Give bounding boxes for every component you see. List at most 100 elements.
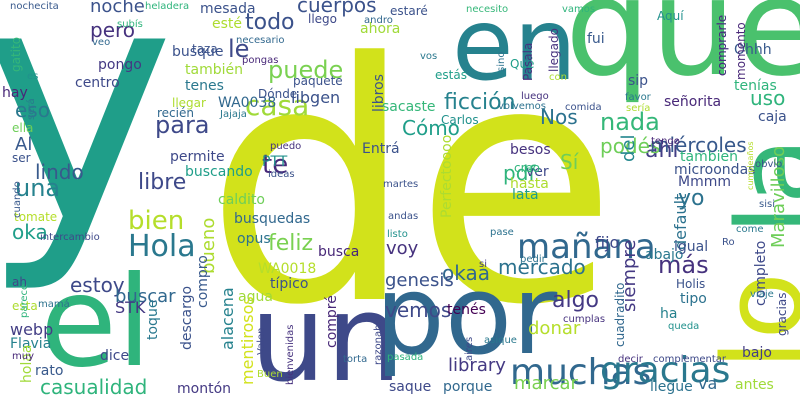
word: del [618,134,639,162]
word: come [736,224,764,235]
word: estaré [390,4,428,18]
word: de [205,0,618,377]
word: okaa [442,261,490,285]
word: WA0018 [258,261,317,277]
word: típico [270,276,309,292]
word: Ohhh [734,42,772,58]
word: intercambio [40,232,100,243]
word: Qué [510,57,535,71]
word: heladera [145,1,190,12]
word: feliz [268,231,314,256]
word: tenías [734,78,777,94]
word: aires [464,336,475,361]
word: busca [318,244,360,260]
word: pongas [242,55,279,66]
word: decir [618,354,643,365]
word: Pasala [521,42,535,81]
word: Valen [256,327,267,355]
word: casualidad [40,375,148,399]
word: también [185,62,243,78]
word: luego [521,91,549,102]
word: cumplas [563,314,606,325]
word: sisi [759,199,775,210]
word: Ro [722,237,735,248]
word: gatito [9,36,23,72]
word: Jajaja [220,109,247,120]
word: complementar [653,354,727,365]
word: ver [526,164,549,180]
word: sino [496,51,507,72]
word: tomate [14,210,58,224]
word: casa [245,89,310,122]
word: llegar [172,96,206,110]
word: pasada [387,352,424,363]
word: noche [90,0,145,17]
word: saque [389,379,432,395]
word: parece [19,283,30,318]
word: buscar [115,286,176,307]
word: le [228,35,250,63]
word: para [155,111,210,139]
word: voy [386,238,419,259]
word: Al [15,134,33,155]
word: oka [12,220,48,244]
word: STK [115,298,146,317]
word: montón [177,381,232,397]
word: gracias [600,350,731,391]
word: libre [138,170,187,195]
word: marcar [514,373,578,394]
word: descargo [179,285,195,350]
word: podés [600,134,661,158]
word: favor [625,92,651,103]
word: taza [192,42,218,56]
word: será [26,98,37,120]
word: hasta [510,176,549,192]
word: igual [674,239,709,255]
word: viaje [750,289,774,300]
word: Entrá [362,141,400,157]
word: abajo [645,247,684,263]
word: toque [145,299,161,340]
word: opus [237,231,271,247]
word: obvio [755,159,783,170]
word: más [658,251,709,279]
word: estoy [70,273,125,297]
word: un [250,270,403,400]
word: hay [2,85,28,101]
word: vamos [562,4,596,15]
word: que [565,0,800,106]
word: tenes [185,78,224,94]
word: ah [12,275,27,289]
word: martes [383,179,419,190]
word: mercado [498,255,586,279]
word: caja [758,109,787,125]
word: señorita [664,94,722,110]
word: mentirosos [238,296,257,385]
word: tipo [680,291,707,307]
word: genesis [385,270,454,291]
word: cuadradito [613,282,627,347]
word: razonable [373,315,384,365]
word: veo [92,37,111,48]
word: creo [514,161,540,175]
word: busquedas [234,211,311,227]
word: cuerpos [297,0,377,17]
word: llego [308,12,338,26]
word: andro [364,15,393,26]
word: es [27,71,39,82]
word: algo [552,288,600,313]
word: Hola [128,229,196,264]
word: y [0,0,176,297]
word: bien [128,206,185,236]
word: comida [565,102,602,113]
word: eso [15,98,50,122]
word: donar [528,318,581,339]
word: libgen [291,88,341,107]
word: alacena [218,287,237,350]
word: Cómo [402,116,460,140]
word: asique [484,335,517,346]
word: momento [734,22,748,80]
word: volvemos [498,101,546,112]
word: pedir [520,254,546,265]
word: por [375,251,558,379]
